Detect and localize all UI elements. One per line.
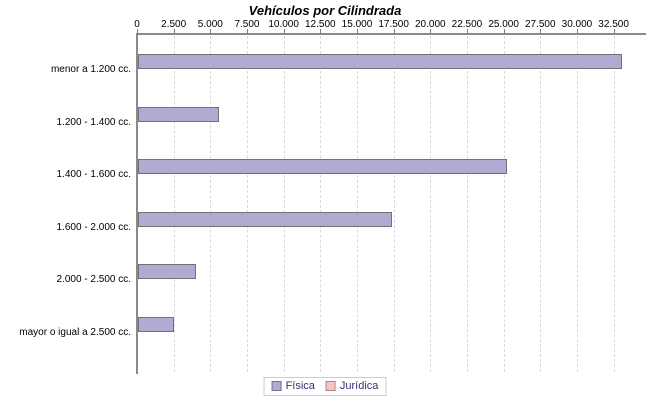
gridline xyxy=(466,36,468,372)
gridline xyxy=(173,36,175,372)
legend-label: Física xyxy=(285,380,315,392)
bar-fisica xyxy=(138,106,220,122)
x-tick-mark xyxy=(430,29,432,34)
x-tick-mark xyxy=(466,29,468,34)
x-tick-mark xyxy=(576,29,578,34)
x-tick-mark xyxy=(356,29,358,34)
x-tick-mark xyxy=(173,29,175,34)
x-tick-label: 17.500 xyxy=(378,19,409,30)
x-tick-label: 30.000 xyxy=(561,19,593,30)
category-label: 1.200 - 1.400 cc. xyxy=(56,116,132,128)
gridline xyxy=(320,36,322,372)
gridline xyxy=(356,36,358,372)
x-axis-line xyxy=(137,33,646,35)
category-label: 1.400 - 1.600 cc. xyxy=(56,169,132,181)
legend-swatch-icon xyxy=(325,381,336,391)
category-label: 1.600 - 2.000 cc. xyxy=(56,221,132,233)
y-axis-line xyxy=(136,33,138,374)
gridline xyxy=(430,36,432,372)
category-label: menor a 1.200 cc. xyxy=(50,64,131,75)
legend-item: Física xyxy=(271,380,315,392)
x-tick-label: 25.000 xyxy=(488,19,519,30)
bar-fisica xyxy=(138,317,174,332)
gridline xyxy=(576,36,578,372)
x-tick-label: 0 xyxy=(134,19,140,30)
legend-label: Jurídica xyxy=(339,380,379,392)
x-tick-label: 20.000 xyxy=(414,19,446,30)
gridline xyxy=(246,36,248,372)
gridline xyxy=(540,36,542,372)
category-label: 2.000 - 2.500 cc. xyxy=(56,274,132,286)
legend-item: Jurídica xyxy=(325,380,379,392)
gridline xyxy=(393,36,395,372)
x-tick-mark xyxy=(613,29,615,34)
x-tick-label: 2.500 xyxy=(161,19,187,30)
legend-swatch-icon xyxy=(271,381,282,391)
x-tick-label: 32.500 xyxy=(598,19,629,30)
x-tick-label: 5.000 xyxy=(197,19,223,30)
x-tick-mark xyxy=(137,29,138,34)
x-tick-mark xyxy=(210,29,212,34)
x-tick-mark xyxy=(540,29,542,34)
x-tick-label: 22.500 xyxy=(451,19,483,30)
x-tick-label: 10.000 xyxy=(268,19,299,30)
x-tick-label: 12.500 xyxy=(305,19,336,30)
x-tick-mark xyxy=(283,29,285,34)
gridline xyxy=(283,36,285,372)
gridline xyxy=(613,36,615,372)
bar-fisica xyxy=(138,54,623,69)
bar-fisica xyxy=(138,211,393,227)
x-tick-mark xyxy=(393,29,395,34)
x-tick-label: 7.500 xyxy=(234,19,260,30)
x-tick-mark xyxy=(503,29,505,34)
category-label: mayor o igual a 2.500 cc. xyxy=(19,327,131,338)
x-tick-label: 15.000 xyxy=(341,19,373,30)
bar-fisica xyxy=(138,159,508,175)
bar-fisica xyxy=(138,264,197,280)
x-tick-mark xyxy=(246,29,248,34)
legend: Física Jurídica xyxy=(263,377,387,396)
x-tick-mark xyxy=(320,29,322,34)
chart-title: Vehículos por Cilindrada xyxy=(248,3,402,18)
gridline xyxy=(503,36,505,372)
x-tick-label: 27.500 xyxy=(524,19,556,30)
gridline xyxy=(210,36,212,372)
